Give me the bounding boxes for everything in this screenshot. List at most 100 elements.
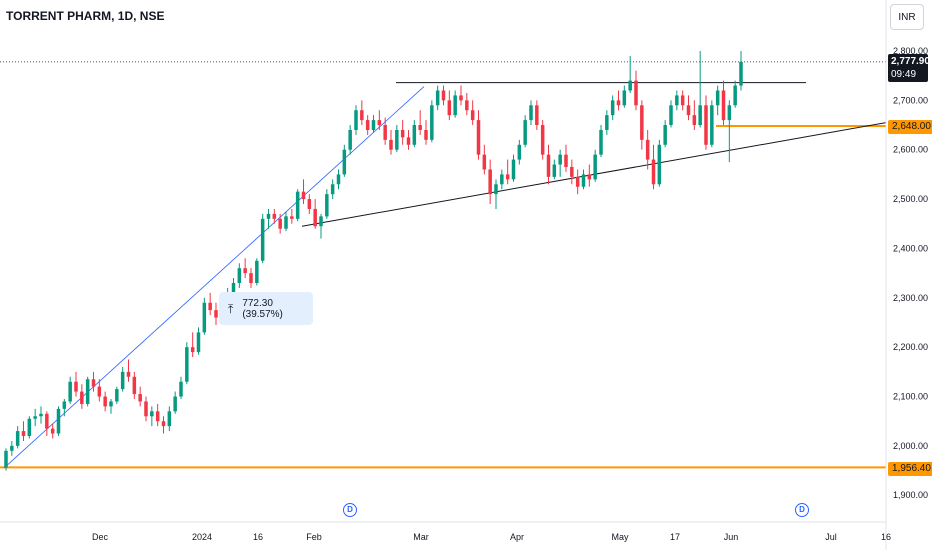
candle-body: [325, 194, 329, 217]
candle-body: [704, 105, 708, 145]
candle-body: [144, 401, 148, 417]
candle-body: [616, 100, 621, 106]
candle-body: [517, 144, 522, 160]
countdown-value: 09:49: [891, 69, 917, 80]
candle-body: [651, 159, 656, 185]
x-tick-label: 2024: [192, 532, 212, 542]
trendlines[interactable]: [3, 82, 887, 469]
candle-body: [505, 174, 510, 180]
dividend-event-icon[interactable]: D: [343, 503, 357, 517]
candle-body: [4, 450, 8, 468]
candle-body: [424, 129, 428, 140]
candle-body: [33, 416, 37, 419]
chart-title: TORRENT PHARM, 1D, NSE: [6, 9, 165, 23]
candle-body: [10, 445, 14, 451]
candle-body: [295, 191, 300, 219]
last-price-value: 2,777.90: [891, 56, 930, 67]
candle-body: [540, 125, 545, 155]
candle-body: [255, 260, 259, 283]
candle-body: [529, 105, 533, 121]
candle-body: [733, 85, 737, 106]
candle-body: [482, 154, 487, 170]
candle-body: [132, 376, 137, 395]
candle-body: [552, 164, 557, 177]
candle-body: [237, 268, 242, 283]
candle-body: [610, 100, 615, 116]
candle-body: [202, 302, 207, 333]
level-tag-lower: 1,956.40: [888, 462, 932, 476]
candle-body: [721, 90, 726, 121]
candle-body: [185, 347, 189, 382]
candle-body: [307, 199, 312, 209]
candle-body: [500, 174, 504, 185]
x-tick-label: May: [611, 532, 629, 542]
y-tick-label: 2,600.00: [893, 145, 928, 155]
candle-body: [161, 421, 166, 427]
y-tick-label: 2,300.00: [893, 293, 928, 303]
candle-body: [179, 381, 183, 397]
candle-body: [208, 302, 212, 311]
candle-body: [243, 268, 247, 274]
candle-body: [675, 95, 679, 106]
x-tick-label: 17: [670, 532, 680, 542]
horizontal-levels[interactable]: [0, 61, 886, 469]
candlesticks: [4, 51, 743, 471]
candle-body: [692, 115, 697, 126]
y-tick-label: 1,900.00: [893, 490, 928, 500]
measure-label: ⤒ 772.30 (39.57%): [219, 292, 313, 325]
candle-body: [605, 115, 609, 130]
candle-body: [476, 120, 481, 155]
currency-button[interactable]: INR: [890, 4, 924, 30]
x-tick-label: Jun: [724, 532, 739, 542]
candle-body: [348, 129, 352, 150]
price-axis[interactable]: 2,800.00 2,700.00 2,600.00 2,500.00 2,400.00…: [885, 0, 928, 550]
candle-body: [284, 216, 288, 229]
candle-body: [470, 110, 475, 121]
time-axis[interactable]: Dec 2024 16 Feb Mar Apr May 17 Jun Jul 16: [0, 521, 891, 542]
candle-body: [301, 191, 306, 200]
range-measure-icon: ⤒: [228, 301, 234, 316]
candle-body: [85, 379, 90, 404]
candle-body: [126, 371, 131, 377]
x-tick-label: Feb: [306, 532, 322, 542]
candle-body: [62, 401, 67, 409]
candle-body: [155, 411, 160, 422]
candle-body: [354, 110, 358, 130]
candle-body: [488, 169, 492, 195]
candle-body: [669, 105, 673, 126]
candle-body: [558, 154, 562, 165]
candle-body: [698, 105, 702, 126]
y-tick-label: 2,400.00: [893, 243, 928, 253]
candle-body: [634, 80, 638, 106]
y-tick-label: 2,700.00: [893, 95, 928, 105]
dividend-event-icon[interactable]: D: [795, 503, 809, 517]
candle-body: [365, 120, 370, 130]
candle-body: [45, 413, 49, 429]
candle-body: [330, 184, 335, 195]
candle-body: [739, 61, 743, 86]
candle-body: [68, 381, 72, 402]
candle-body: [56, 408, 61, 434]
candle-body: [313, 208, 317, 227]
candle-body: [581, 174, 586, 187]
candle-body: [360, 110, 364, 121]
x-tick-label: Mar: [413, 532, 429, 542]
measure-trendline[interactable]: [3, 86, 425, 469]
candle-body: [686, 105, 691, 116]
candle-body: [599, 129, 603, 155]
candle-body: [645, 139, 650, 160]
candle-body: [91, 379, 96, 387]
candle-body: [570, 166, 574, 177]
candle-body: [115, 389, 119, 402]
candle-body: [447, 100, 452, 116]
y-tick-label: 2,800.00: [893, 46, 928, 56]
candle-body: [710, 105, 714, 145]
candle-body: [272, 213, 277, 219]
candle-body: [231, 282, 236, 293]
candle-body: [120, 371, 125, 390]
candle-body: [249, 273, 253, 283]
candle-body: [453, 95, 457, 116]
y-tick-label: 2,000.00: [893, 441, 928, 451]
candle-body: [74, 381, 78, 392]
